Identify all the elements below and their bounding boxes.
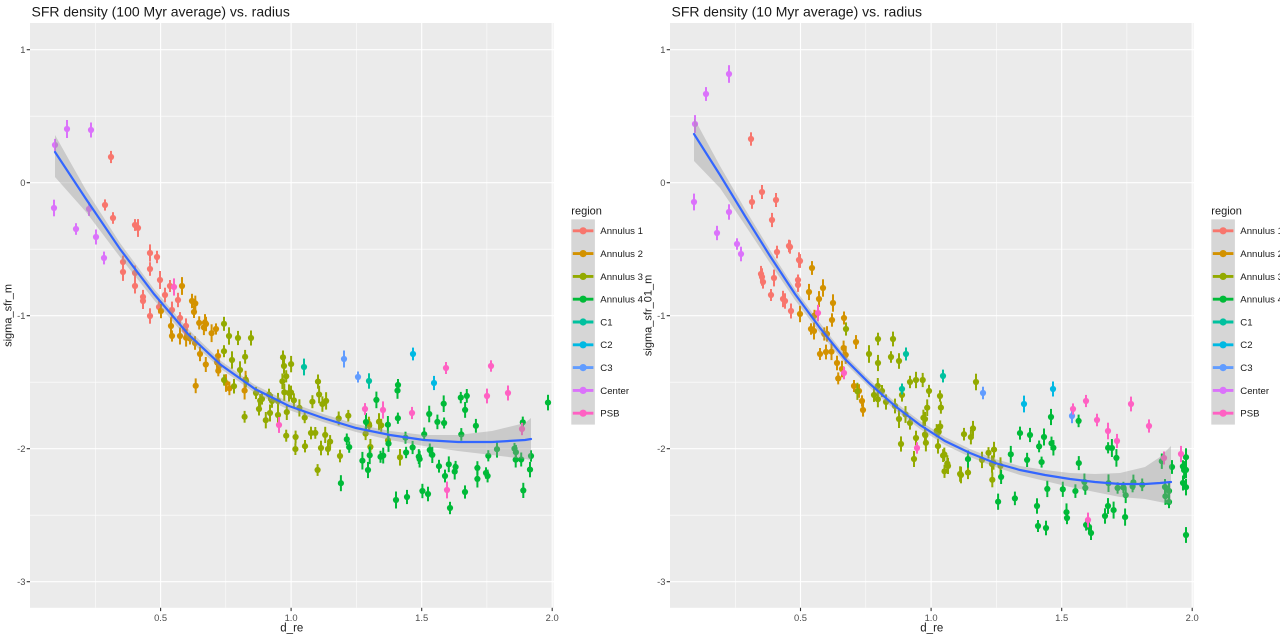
svg-text:0: 0 (20, 177, 25, 188)
svg-text:0.5: 0.5 (794, 612, 807, 623)
svg-text:C3: C3 (600, 363, 612, 374)
svg-text:Annulus 4: Annulus 4 (1240, 295, 1280, 306)
svg-text:Annulus 1: Annulus 1 (1240, 226, 1280, 237)
svg-text:1: 1 (660, 44, 665, 55)
svg-text:Annulus 3: Annulus 3 (1240, 272, 1280, 283)
svg-text:Annulus 2: Annulus 2 (1240, 249, 1280, 260)
svg-text:-3: -3 (657, 576, 665, 587)
svg-text:PSB: PSB (1240, 409, 1259, 420)
svg-text:1: 1 (20, 44, 25, 55)
svg-text:region: region (571, 206, 602, 218)
svg-text:region: region (1211, 206, 1242, 218)
svg-text:C3: C3 (1240, 363, 1252, 374)
svg-text:d_re: d_re (920, 622, 943, 634)
svg-text:C1: C1 (600, 317, 612, 328)
svg-text:1.5: 1.5 (1055, 612, 1068, 623)
svg-text:sigma_sfr_m: sigma_sfr_m (3, 284, 15, 347)
svg-text:1.0: 1.0 (285, 612, 298, 623)
svg-text:C2: C2 (600, 340, 612, 351)
svg-text:Annulus 1: Annulus 1 (600, 226, 643, 237)
svg-text:-1: -1 (657, 310, 665, 321)
svg-text:Annulus 2: Annulus 2 (600, 249, 643, 260)
svg-text:0.5: 0.5 (154, 612, 167, 623)
svg-text:SFR density (100 Myr average): SFR density (100 Myr average) vs. radius (32, 3, 290, 19)
svg-text:C1: C1 (1240, 317, 1252, 328)
svg-text:PSB: PSB (600, 409, 619, 420)
svg-text:C2: C2 (1240, 340, 1252, 351)
svg-text:d_re: d_re (280, 622, 303, 634)
svg-text:-1: -1 (17, 310, 25, 321)
svg-text:Annulus 4: Annulus 4 (600, 295, 643, 306)
svg-text:-2: -2 (657, 443, 665, 454)
svg-text:Annulus 3: Annulus 3 (600, 272, 643, 283)
svg-text:-2: -2 (17, 443, 25, 454)
svg-text:Center: Center (1240, 386, 1270, 397)
svg-text:1.5: 1.5 (415, 612, 428, 623)
svg-text:1.0: 1.0 (925, 612, 938, 623)
svg-text:sigma_sfr_01_m: sigma_sfr_01_m (643, 275, 655, 356)
svg-text:-3: -3 (17, 576, 25, 587)
svg-text:0: 0 (660, 177, 665, 188)
svg-text:SFR density (10 Myr average) v: SFR density (10 Myr average) vs. radius (672, 3, 923, 19)
svg-text:2.0: 2.0 (1186, 612, 1199, 623)
svg-text:2.0: 2.0 (546, 612, 559, 623)
svg-text:Center: Center (600, 386, 630, 397)
